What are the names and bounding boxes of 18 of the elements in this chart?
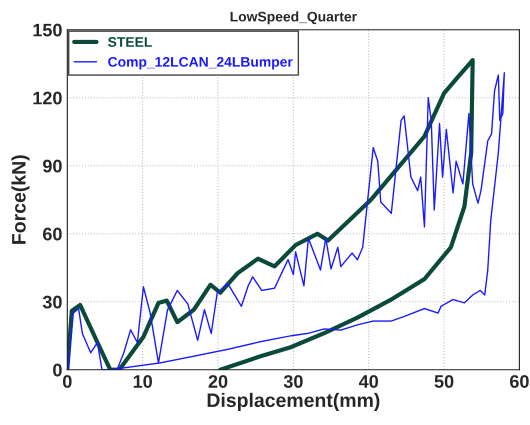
x-tick-label: 20 xyxy=(208,375,228,388)
y-tick-label: 60 xyxy=(43,228,62,240)
y-tick-label: 120 xyxy=(33,92,62,104)
legend-label: Comp_12LCAN_24LBumper xyxy=(108,56,293,70)
x-tick-label: 0 xyxy=(63,375,72,388)
y-tick-label: 90 xyxy=(42,160,62,172)
y-tick-label: 30 xyxy=(42,296,62,308)
x-tick-label: 40 xyxy=(358,375,378,388)
y-tick-label: 150 xyxy=(33,24,62,36)
x-tick-label: 10 xyxy=(134,375,152,388)
y-axis-title: Force(kN) xyxy=(11,155,30,244)
y-tick-label: 0 xyxy=(53,364,62,376)
legend-label: STEEL xyxy=(108,37,152,47)
x-tick-label: 30 xyxy=(284,375,303,388)
x-tick-label: 50 xyxy=(434,375,454,388)
chart-title: LowSpeed_Quarter xyxy=(230,11,357,24)
x-axis-title: Displacement(mm) xyxy=(208,392,380,411)
x-tick-label: 60 xyxy=(510,375,529,388)
